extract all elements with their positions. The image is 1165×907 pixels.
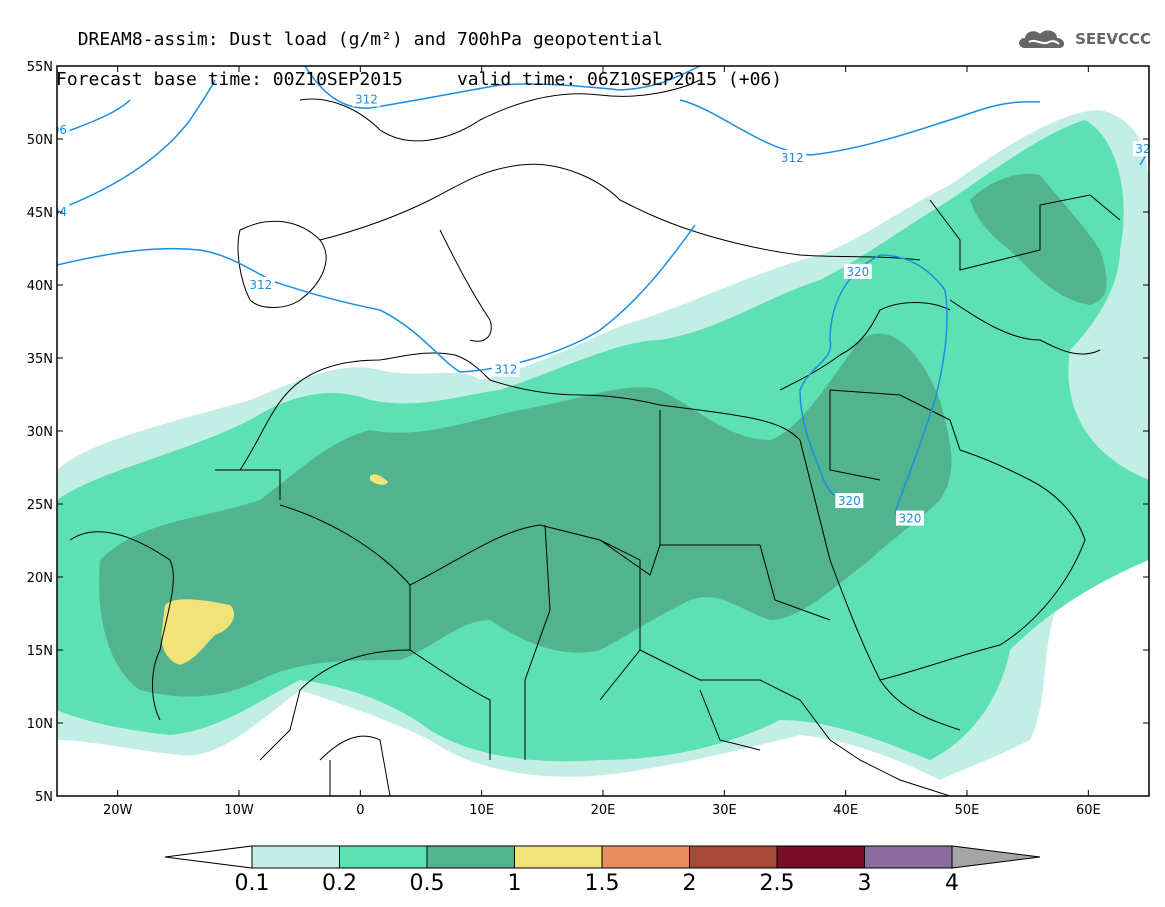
lat-tick-label: 35N [27, 352, 53, 367]
contour-label: 312 [781, 151, 804, 165]
contour-label: 320 [846, 265, 869, 279]
colorbar-label: 3 [858, 871, 872, 896]
contour-312-north [304, 66, 701, 109]
contour-label: 320 [838, 494, 861, 508]
contour-label-bg [352, 91, 381, 107]
colorbar: 0.1 0.2 0.5 1 1.5 2 2.5 3 4 [164, 845, 1041, 896]
contour-312-east [679, 99, 1041, 156]
title-line2: Forecast base time: 00Z10SEP2015 valid t… [56, 69, 783, 90]
colorbar-segment [689, 845, 778, 869]
contour-320 [799, 254, 881, 499]
lat-tick-label: 30N [27, 425, 53, 440]
colorbar-label: 2.5 [760, 871, 795, 896]
contour-label-bg [57, 122, 70, 138]
lon-tick-label: 50E [955, 803, 980, 818]
lat-tick-label: 40N [27, 279, 53, 294]
colorbar-segment [776, 845, 865, 869]
contour-label: 312 [249, 278, 272, 292]
colorbar-label: 0.1 [235, 871, 270, 896]
logo-text: SEEVCCC [1075, 30, 1151, 48]
colorbar-label: 0.2 [322, 871, 357, 896]
lat-tick-label: 50N [27, 133, 53, 148]
colorbar-segment [601, 845, 690, 869]
lon-tick-label: 40E [833, 803, 858, 818]
colorbar-segment [864, 845, 953, 869]
lon-tick-label: 60E [1076, 803, 1101, 818]
map-title: DREAM8-assim: Dust load (g/m²) and 700hP… [56, 10, 782, 110]
contour-label-bg [491, 361, 520, 377]
dust-region-medium-2 [970, 173, 1107, 305]
contour-label: 312 [355, 93, 378, 107]
lon-tick-label: 20E [591, 803, 616, 818]
colorbar-segment [339, 845, 428, 869]
contour-label-bg [835, 493, 864, 509]
contour-label: 312 [494, 363, 517, 377]
lat-tick-label: 5N [35, 790, 53, 805]
contour-label-bg [246, 277, 275, 292]
lon-tick-label: 20W [103, 803, 133, 818]
lat-tick-label: 10N [27, 717, 53, 732]
colorbar-label: 2 [683, 871, 697, 896]
contour-label-bg [895, 510, 924, 526]
contour-label-bg [57, 204, 70, 219]
title-line1: DREAM8-assim: Dust load (g/m²) and 700hP… [77, 29, 663, 50]
lat-tick-label: 20N [27, 571, 53, 586]
geopotential-contours [57, 66, 1149, 516]
dust-load-shading [57, 110, 1149, 780]
colorbar-segment [514, 845, 603, 869]
lon-tick-label: 0 [356, 803, 364, 818]
contour-304 [57, 79, 216, 211]
lon-tick-label: 10E [469, 803, 494, 818]
colorbar-label: 1.5 [585, 871, 620, 896]
country-borders [57, 79, 1121, 796]
contour-320-b [879, 254, 948, 516]
dust-region-high [161, 599, 235, 665]
colorbar-label: 0.5 [410, 871, 445, 896]
lat-tick-label: 55N [27, 60, 53, 75]
contour-label-bg [1132, 141, 1149, 157]
colorbar-segment [251, 845, 340, 869]
cloud-logo-icon [1019, 30, 1065, 48]
contour-label: 320 [899, 512, 922, 526]
lat-tick-label: 45N [27, 206, 53, 221]
colorbar-label: 4 [945, 871, 959, 896]
seevccc-logo: SEEVCCC [1015, 26, 1151, 52]
colorbar-label: 1 [508, 871, 522, 896]
lon-tick-label: 10W [224, 803, 254, 818]
contour-312-west [57, 224, 696, 373]
contour-label: 32 [1135, 142, 1150, 156]
lon-tick-label: 30E [712, 803, 737, 818]
contour-label-bg [843, 263, 872, 279]
colorbar-over-triangle [951, 845, 1041, 869]
dust-region-high-2 [370, 474, 388, 485]
lat-tick-label: 15N [27, 644, 53, 659]
dust-region-medium [99, 333, 952, 697]
lat-tick-label: 25N [27, 498, 53, 513]
contour-label-bg [778, 149, 807, 165]
contour-label: 96 [52, 123, 67, 137]
colorbar-segment [426, 845, 515, 869]
